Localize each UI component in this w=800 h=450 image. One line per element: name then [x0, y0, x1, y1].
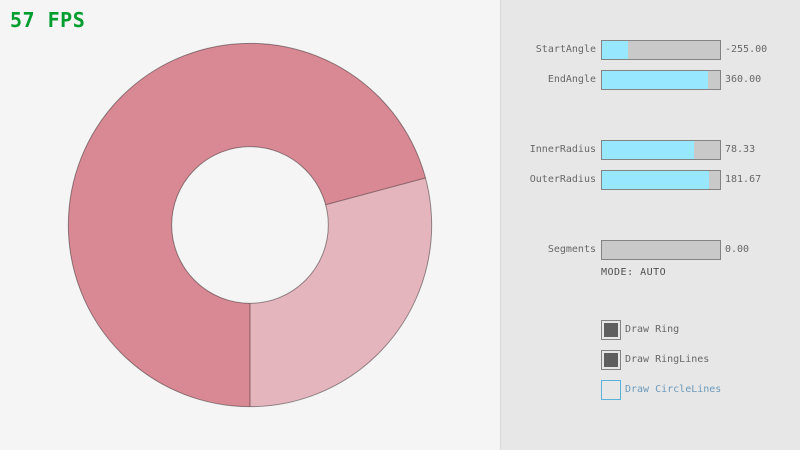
slider-value-outer-radius: 181.67 — [725, 174, 762, 185]
slider-label-end-angle: EndAngle — [547, 74, 596, 85]
slider-value-inner-radius: 78.33 — [725, 144, 756, 155]
ring-radial-line-345deg — [325, 177, 426, 206]
slider-bar-segments[interactable] — [601, 240, 721, 260]
slider-row-end-angle: EndAngle 360.00 — [501, 70, 800, 90]
checkbox-row-draw-circlelines: Draw CircleLines — [501, 380, 800, 400]
slider-value-end-angle: 360.00 — [725, 74, 762, 85]
slider-label-outer-radius: OuterRadius — [529, 174, 596, 185]
control-panel: MODE: AUTO StartAngle -255.00 EndAngle 360.… — [500, 0, 800, 450]
checkbox-draw-ring[interactable] — [601, 320, 621, 340]
checkbox-draw-ringlines[interactable] — [601, 350, 621, 370]
slider-row-outer-radius: OuterRadius 181.67 — [501, 170, 800, 190]
checkbox-label-draw-ring: Draw Ring — [625, 324, 680, 335]
slider-row-start-angle: StartAngle -255.00 — [501, 40, 800, 60]
slider-bar-outer-radius[interactable] — [601, 170, 721, 190]
slider-value-start-angle: -255.00 — [725, 44, 768, 55]
slider-row-segments: Segments 0.00 — [501, 240, 800, 260]
slider-bar-end-angle[interactable] — [601, 70, 721, 90]
slider-fill-start-angle — [602, 41, 628, 59]
checkbox-checkmark-draw-ringlines — [604, 353, 618, 367]
slider-value-segments: 0.00 — [725, 244, 750, 255]
checkbox-label-draw-ringlines: Draw RingLines — [625, 354, 710, 365]
slider-label-start-angle: StartAngle — [535, 44, 596, 55]
ring-sector-single-light — [250, 177, 432, 407]
inner-ring-outline — [171, 146, 329, 304]
slider-label-inner-radius: InnerRadius — [529, 144, 596, 155]
slider-fill-end-angle — [602, 71, 709, 89]
slider-bar-start-angle[interactable] — [601, 40, 721, 60]
slider-row-inner-radius: InnerRadius 78.33 — [501, 140, 800, 160]
checkbox-draw-circlelines[interactable] — [601, 380, 621, 400]
checkbox-label-draw-circlelines: Draw CircleLines — [625, 384, 722, 395]
outer-ring-outline — [67, 42, 433, 408]
ring-sector-overlap-dark — [68, 43, 426, 407]
fps-counter: 57 FPS — [10, 8, 86, 32]
checkbox-row-draw-ringlines: Draw RingLines — [501, 350, 800, 370]
slider-fill-outer-radius — [602, 171, 710, 189]
slider-label-segments: Segments — [547, 244, 596, 255]
slider-bar-inner-radius[interactable] — [601, 140, 721, 160]
checkbox-row-draw-ring: Draw Ring — [501, 320, 800, 340]
mode-label: MODE: AUTO — [601, 267, 667, 278]
slider-fill-inner-radius — [602, 141, 695, 159]
checkbox-checkmark-draw-ring — [604, 323, 618, 337]
